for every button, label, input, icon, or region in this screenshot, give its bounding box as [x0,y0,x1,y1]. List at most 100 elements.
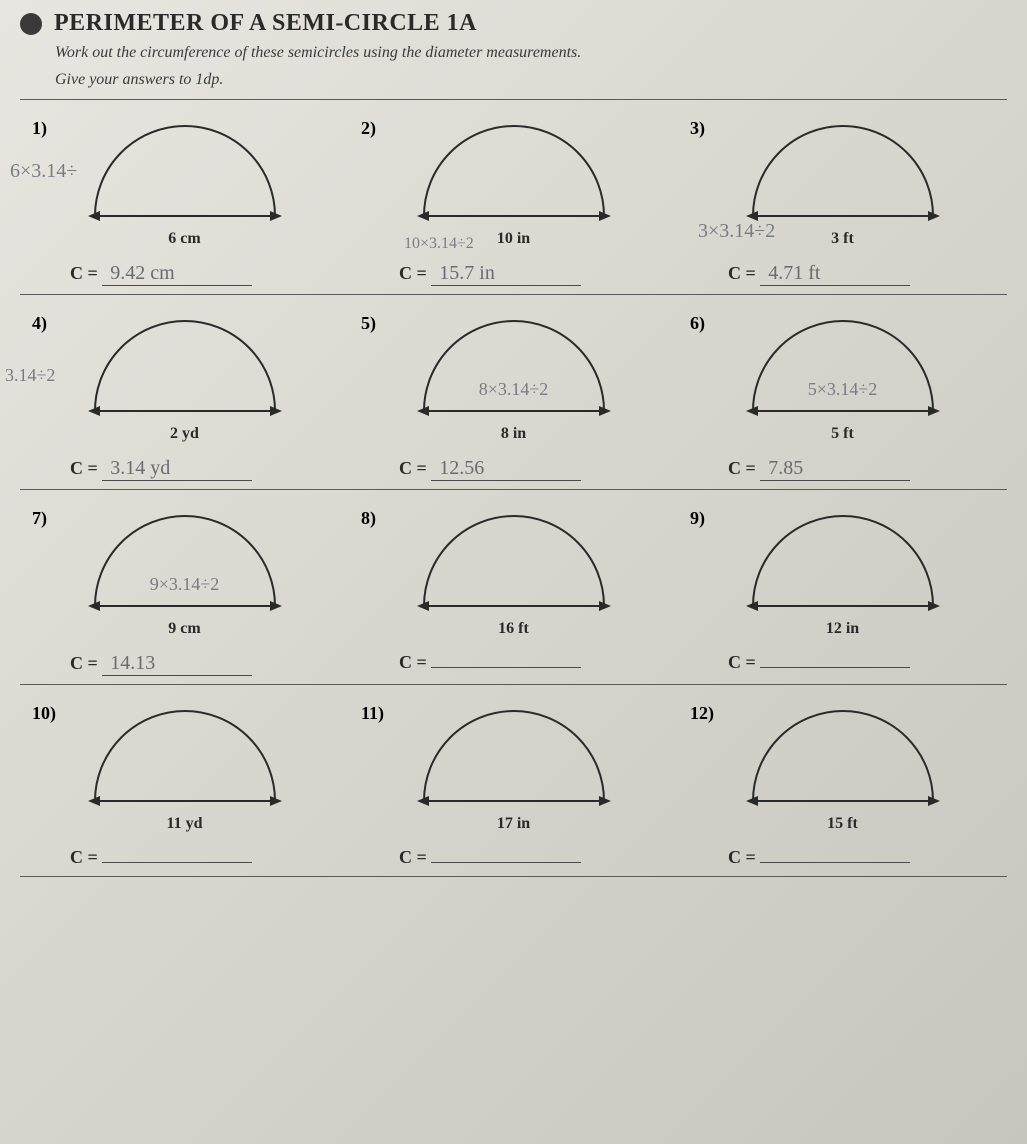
answer-blank[interactable]: 7.85 [760,457,910,481]
semicircle-figure: 6 cm [30,116,339,248]
answer-prefix: C = [70,653,98,673]
semicircle-icon [80,311,290,421]
problem-number: 3) [690,118,705,139]
answer-blank[interactable]: 14.13 [102,652,252,676]
answer-line: C = 9.42 cm [30,262,339,286]
problem-cell: 10) 11 yd C = [20,685,349,876]
problem-number: 9) [690,508,705,529]
answer-line: C = 4.71 ft [688,262,997,286]
diameter-label: 11 yd [30,815,339,833]
answer-blank[interactable]: 4.71 ft [760,262,910,286]
diameter-label: 2 yd [30,425,339,443]
problem-cell: 1) 6×3.14÷ 6 cm C = 9.42 cm [20,100,349,294]
diameter-label: 12 in [688,620,997,638]
semicircle-icon [738,116,948,226]
semicircle-icon [738,506,948,616]
problem-cell: 9) 12 in C = [678,490,1007,684]
answer-prefix: C = [399,458,427,478]
answer-blank[interactable] [102,862,252,863]
problem-number: 12) [690,703,714,724]
answer-blank[interactable]: 15.7 in [431,262,581,286]
diameter-label: 15 ft [688,815,997,833]
answer-blank[interactable]: 3.14 yd [102,457,252,481]
semicircle-icon [80,116,290,226]
answer-prefix: C = [399,847,427,867]
answer-line: C = 15.7 in [359,262,668,286]
answer-blank[interactable]: 9.42 cm [102,262,252,286]
instructions-line-2: Give your answers to 1dp. [55,70,1007,91]
problem-cell: 3) 3×3.14÷2 3 ft C = 4.71 ft [678,100,1007,294]
problem-number: 8) [361,508,376,529]
answer-prefix: C = [70,263,98,283]
semicircle-figure: 9×3.14÷2 9 cm [30,506,339,638]
row-divider [20,876,1007,877]
answer-line: C = [359,652,668,673]
semicircle-icon [409,506,619,616]
problem-number: 11) [361,703,384,724]
answer-line: C = 7.85 [688,457,997,481]
diameter-label: 6 cm [30,230,339,248]
semicircle-figure: 16 ft [359,506,668,638]
semicircle-figure: 17 in [359,701,668,833]
answer-prefix: C = [399,263,427,283]
semicircle-figure: 5×3.14÷2 5 ft [688,311,997,443]
problems-grid: 1) 6×3.14÷ 6 cm C = 9.42 cm 2) [20,100,1007,877]
diameter-label: 17 in [359,815,668,833]
semicircle-icon [80,701,290,811]
answer-prefix: C = [728,263,756,283]
answer-line: C = [359,847,668,868]
problem-cell: 2) 10 in 10×3.14÷2 C = 15.7 in [349,100,678,294]
answer-blank[interactable]: 12.56 [431,457,581,481]
answer-blank[interactable] [760,667,910,668]
problem-number: 4) [32,313,47,334]
semicircle-icon [80,506,290,616]
semicircle-icon [409,701,619,811]
answer-line: C = 12.56 [359,457,668,481]
answer-line: C = 3.14 yd [30,457,339,481]
semicircle-figure: 12 in [688,506,997,638]
semicircle-figure: 3 ft [688,116,997,248]
answer-prefix: C = [399,652,427,672]
answer-prefix: C = [728,847,756,867]
answer-line: C = 14.13 [30,652,339,676]
semicircle-figure: 10 in [359,116,668,248]
diameter-label: 8 in [359,425,668,443]
answer-line: C = [688,847,997,868]
semicircle-figure: 2 yd [30,311,339,443]
semicircle-figure: 8×3.14÷2 8 in [359,311,668,443]
answer-blank[interactable] [431,862,581,863]
diameter-label: 5 ft [688,425,997,443]
problem-cell: 7) 9×3.14÷2 9 cm C = 14.13 [20,490,349,684]
instructions-line-1: Work out the circumference of these semi… [55,43,1007,64]
answer-prefix: C = [728,458,756,478]
problem-cell: 11) 17 in C = [349,685,678,876]
problem-cell: 6) 5×3.14÷2 5 ft C = 7.85 [678,295,1007,489]
problem-cell: 12) 15 ft C = [678,685,1007,876]
semicircle-figure: 11 yd [30,701,339,833]
bullet-icon [20,13,42,35]
semicircle-icon [738,311,948,421]
problem-cell: 8) 16 ft C = [349,490,678,684]
semicircle-figure: 15 ft [688,701,997,833]
diameter-label: 16 ft [359,620,668,638]
answer-prefix: C = [728,652,756,672]
answer-line: C = [688,652,997,673]
answer-blank[interactable] [760,862,910,863]
problem-number: 10) [32,703,56,724]
problem-number: 1) [32,118,47,139]
diameter-label: 9 cm [30,620,339,638]
diameter-label: 3 ft [688,230,997,248]
worksheet-page: PERIMETER OF A SEMI-CIRCLE 1A Work out t… [0,0,1027,1144]
semicircle-icon [409,311,619,421]
worksheet-title: PERIMETER OF A SEMI-CIRCLE 1A [54,10,477,36]
problem-cell: 5) 8×3.14÷2 8 in C = 12.56 [349,295,678,489]
semicircle-icon [409,116,619,226]
problem-number: 2) [361,118,376,139]
semicircle-icon [738,701,948,811]
problem-cell: 4) 3.14÷2 2 yd C = 3.14 yd [20,295,349,489]
answer-prefix: C = [70,458,98,478]
header: PERIMETER OF A SEMI-CIRCLE 1A [20,10,1007,37]
answer-blank[interactable] [431,667,581,668]
diameter-label: 10 in [359,230,668,248]
answer-prefix: C = [70,847,98,867]
